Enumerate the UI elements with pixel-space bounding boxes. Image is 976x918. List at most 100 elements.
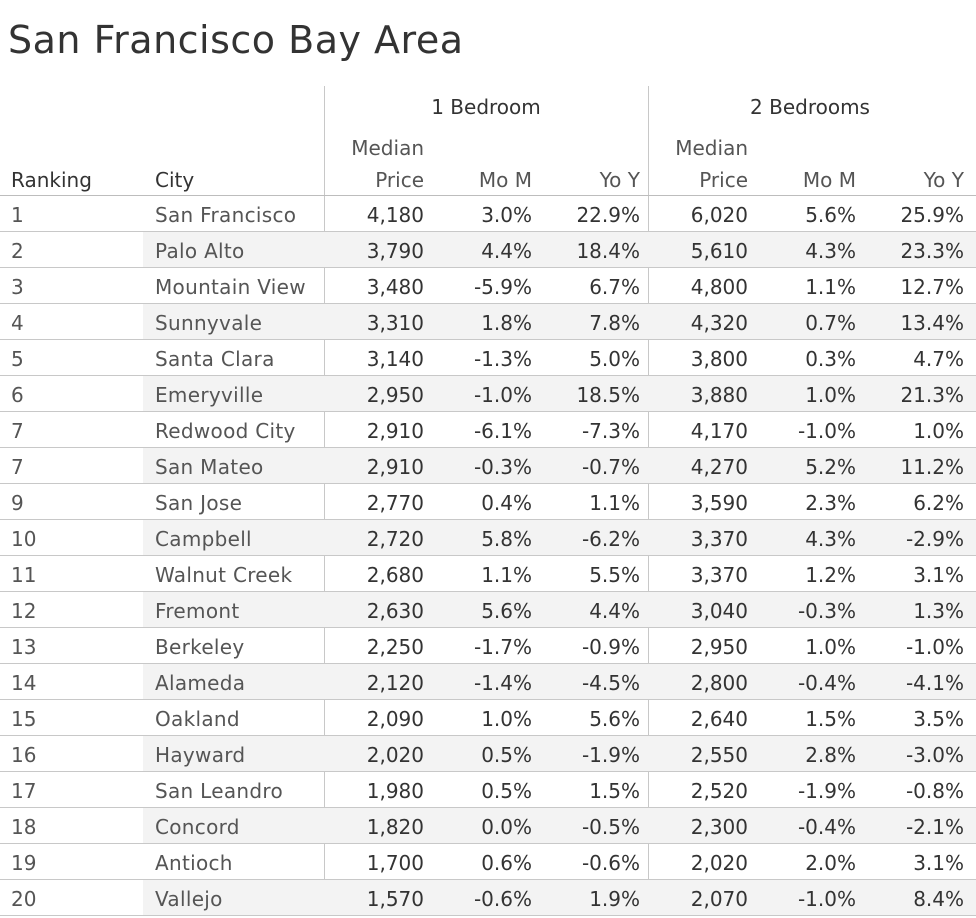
cell-1br-mom: 5.8% — [481, 527, 532, 551]
cell-city: Concord — [155, 815, 240, 839]
cell-1br-mom: 0.5% — [481, 743, 532, 767]
cell-1br-yoy: -0.7% — [581, 455, 640, 479]
cell-2br-median-price: 5,610 — [690, 239, 748, 263]
cell-1br-median-price: 2,250 — [366, 635, 424, 659]
cell-1br-yoy: -7.3% — [581, 419, 640, 443]
row-band — [143, 592, 976, 627]
table-row: 3 Mountain View 3,480 -5.9% 6.7% 4,800 1.1% 12.… — [0, 268, 976, 304]
cell-ranking: 9 — [11, 491, 24, 515]
row-band — [143, 664, 976, 699]
cell-1br-mom: -6.1% — [473, 419, 532, 443]
column-header-row: Ranking City Median Price Mo M Yo Y Medi… — [0, 126, 976, 196]
cell-2br-median-price: 3,880 — [690, 383, 748, 407]
cell-2br-yoy: 4.7% — [913, 347, 964, 371]
cell-ranking: 6 — [11, 383, 24, 407]
cell-ranking: 18 — [11, 815, 37, 839]
cell-1br-mom: -1.3% — [473, 347, 532, 371]
cell-1br-mom: -1.7% — [473, 635, 532, 659]
cell-1br-yoy: 5.6% — [589, 707, 640, 731]
group-header-row: 1 Bedroom 2 Bedrooms — [0, 86, 976, 126]
cell-2br-yoy: 25.9% — [900, 203, 964, 227]
cell-city: San Mateo — [155, 455, 264, 479]
cell-1br-yoy: 1.9% — [589, 887, 640, 911]
cell-1br-mom: -1.4% — [473, 671, 532, 695]
cell-1br-mom: 1.0% — [481, 707, 532, 731]
cell-2br-median-price: 4,270 — [690, 455, 748, 479]
cell-2br-median-price: 2,640 — [690, 707, 748, 731]
cell-1br-yoy: -4.5% — [581, 671, 640, 695]
row-band — [143, 736, 976, 771]
cell-1br-yoy: 1.5% — [589, 779, 640, 803]
header-divider — [0, 195, 976, 196]
divider-2-bedrooms — [648, 86, 649, 916]
table-row: 20 Vallejo 1,570 -0.6% 1.9% 2,070 -1.0% 8.4% — [0, 880, 976, 916]
cell-1br-yoy: 5.0% — [589, 347, 640, 371]
cell-2br-yoy: 8.4% — [913, 887, 964, 911]
cell-1br-yoy: 22.9% — [576, 203, 640, 227]
cell-2br-yoy: 3.5% — [913, 707, 964, 731]
table-row: 1 San Francisco 4,180 3.0% 22.9% 6,020 5.6% 25.… — [0, 196, 976, 232]
cell-2br-mom: 2.8% — [805, 743, 856, 767]
cell-1br-yoy: -0.5% — [581, 815, 640, 839]
table-row: 13 Berkeley 2,250 -1.7% -0.9% 2,950 1.0% -1.0% — [0, 628, 976, 664]
group-label-2-bedrooms: 2 Bedrooms — [750, 95, 870, 119]
cell-2br-yoy: 12.7% — [900, 275, 964, 299]
cell-1br-median-price: 3,310 — [366, 311, 424, 335]
cell-2br-median-price: 3,040 — [690, 599, 748, 623]
cell-2br-mom: 2.3% — [805, 491, 856, 515]
cell-2br-median-price: 3,370 — [690, 527, 748, 551]
cell-2br-yoy: -0.8% — [905, 779, 964, 803]
cell-2br-mom: -1.9% — [797, 779, 856, 803]
cell-1br-mom: 1.1% — [481, 563, 532, 587]
cell-2br-mom: 2.0% — [805, 851, 856, 875]
cell-1br-median-price: 2,120 — [366, 671, 424, 695]
cell-ranking: 4 — [11, 311, 24, 335]
cell-2br-mom: 0.7% — [805, 311, 856, 335]
cell-1br-yoy: 6.7% — [589, 275, 640, 299]
cell-1br-mom: -0.3% — [473, 455, 532, 479]
cell-1br-median-price: 1,980 — [366, 779, 424, 803]
row-band — [143, 880, 976, 915]
table-row: 19 Antioch 1,700 0.6% -0.6% 2,020 2.0% 3.1% — [0, 844, 976, 880]
cell-2br-median-price: 6,020 — [690, 203, 748, 227]
cell-city: Redwood City — [155, 419, 296, 443]
cell-1br-median-price: 3,480 — [366, 275, 424, 299]
cell-2br-yoy: -2.9% — [905, 527, 964, 551]
cell-2br-yoy: 3.1% — [913, 851, 964, 875]
cell-1br-median-price: 2,090 — [366, 707, 424, 731]
table-row: 10 Campbell 2,720 5.8% -6.2% 3,370 4.3% -2.9% — [0, 520, 976, 556]
cell-2br-yoy: -1.0% — [905, 635, 964, 659]
cell-2br-median-price: 4,800 — [690, 275, 748, 299]
cell-ranking: 19 — [11, 851, 37, 875]
header-city: City — [155, 168, 195, 192]
cell-2br-mom: 5.2% — [805, 455, 856, 479]
cell-city: Oakland — [155, 707, 240, 731]
cell-city: Fremont — [155, 599, 240, 623]
cell-city: Emeryville — [155, 383, 264, 407]
page-title: San Francisco Bay Area — [8, 18, 464, 62]
header-2br-yoy: Yo Y — [923, 168, 964, 192]
cell-2br-median-price: 2,300 — [690, 815, 748, 839]
cell-city: Santa Clara — [155, 347, 275, 371]
table-row: 16 Hayward 2,020 0.5% -1.9% 2,550 2.8% -3.0% — [0, 736, 976, 772]
cell-1br-median-price: 3,790 — [366, 239, 424, 263]
table-row: 12 Fremont 2,630 5.6% 4.4% 3,040 -0.3% 1.3% — [0, 592, 976, 628]
cell-1br-median-price: 2,020 — [366, 743, 424, 767]
table-row: 5 Santa Clara 3,140 -1.3% 5.0% 3,800 0.3% 4.7% — [0, 340, 976, 376]
cell-1br-median-price: 3,140 — [366, 347, 424, 371]
row-band — [143, 232, 976, 267]
cell-2br-mom: 1.5% — [805, 707, 856, 731]
cell-1br-median-price: 2,680 — [366, 563, 424, 587]
row-band — [143, 808, 976, 843]
cell-1br-median-price: 2,910 — [366, 419, 424, 443]
cell-1br-mom: -1.0% — [473, 383, 532, 407]
cell-1br-yoy: -1.9% — [581, 743, 640, 767]
header-ranking: Ranking — [11, 168, 92, 192]
cell-2br-median-price: 2,800 — [690, 671, 748, 695]
cell-1br-median-price: 1,700 — [366, 851, 424, 875]
table-row: 18 Concord 1,820 0.0% -0.5% 2,300 -0.4% -2.1% — [0, 808, 976, 844]
cell-2br-mom: -1.0% — [797, 887, 856, 911]
cell-ranking: 5 — [11, 347, 24, 371]
cell-ranking: 3 — [11, 275, 24, 299]
header-2br-median-line2: Price — [699, 168, 748, 192]
